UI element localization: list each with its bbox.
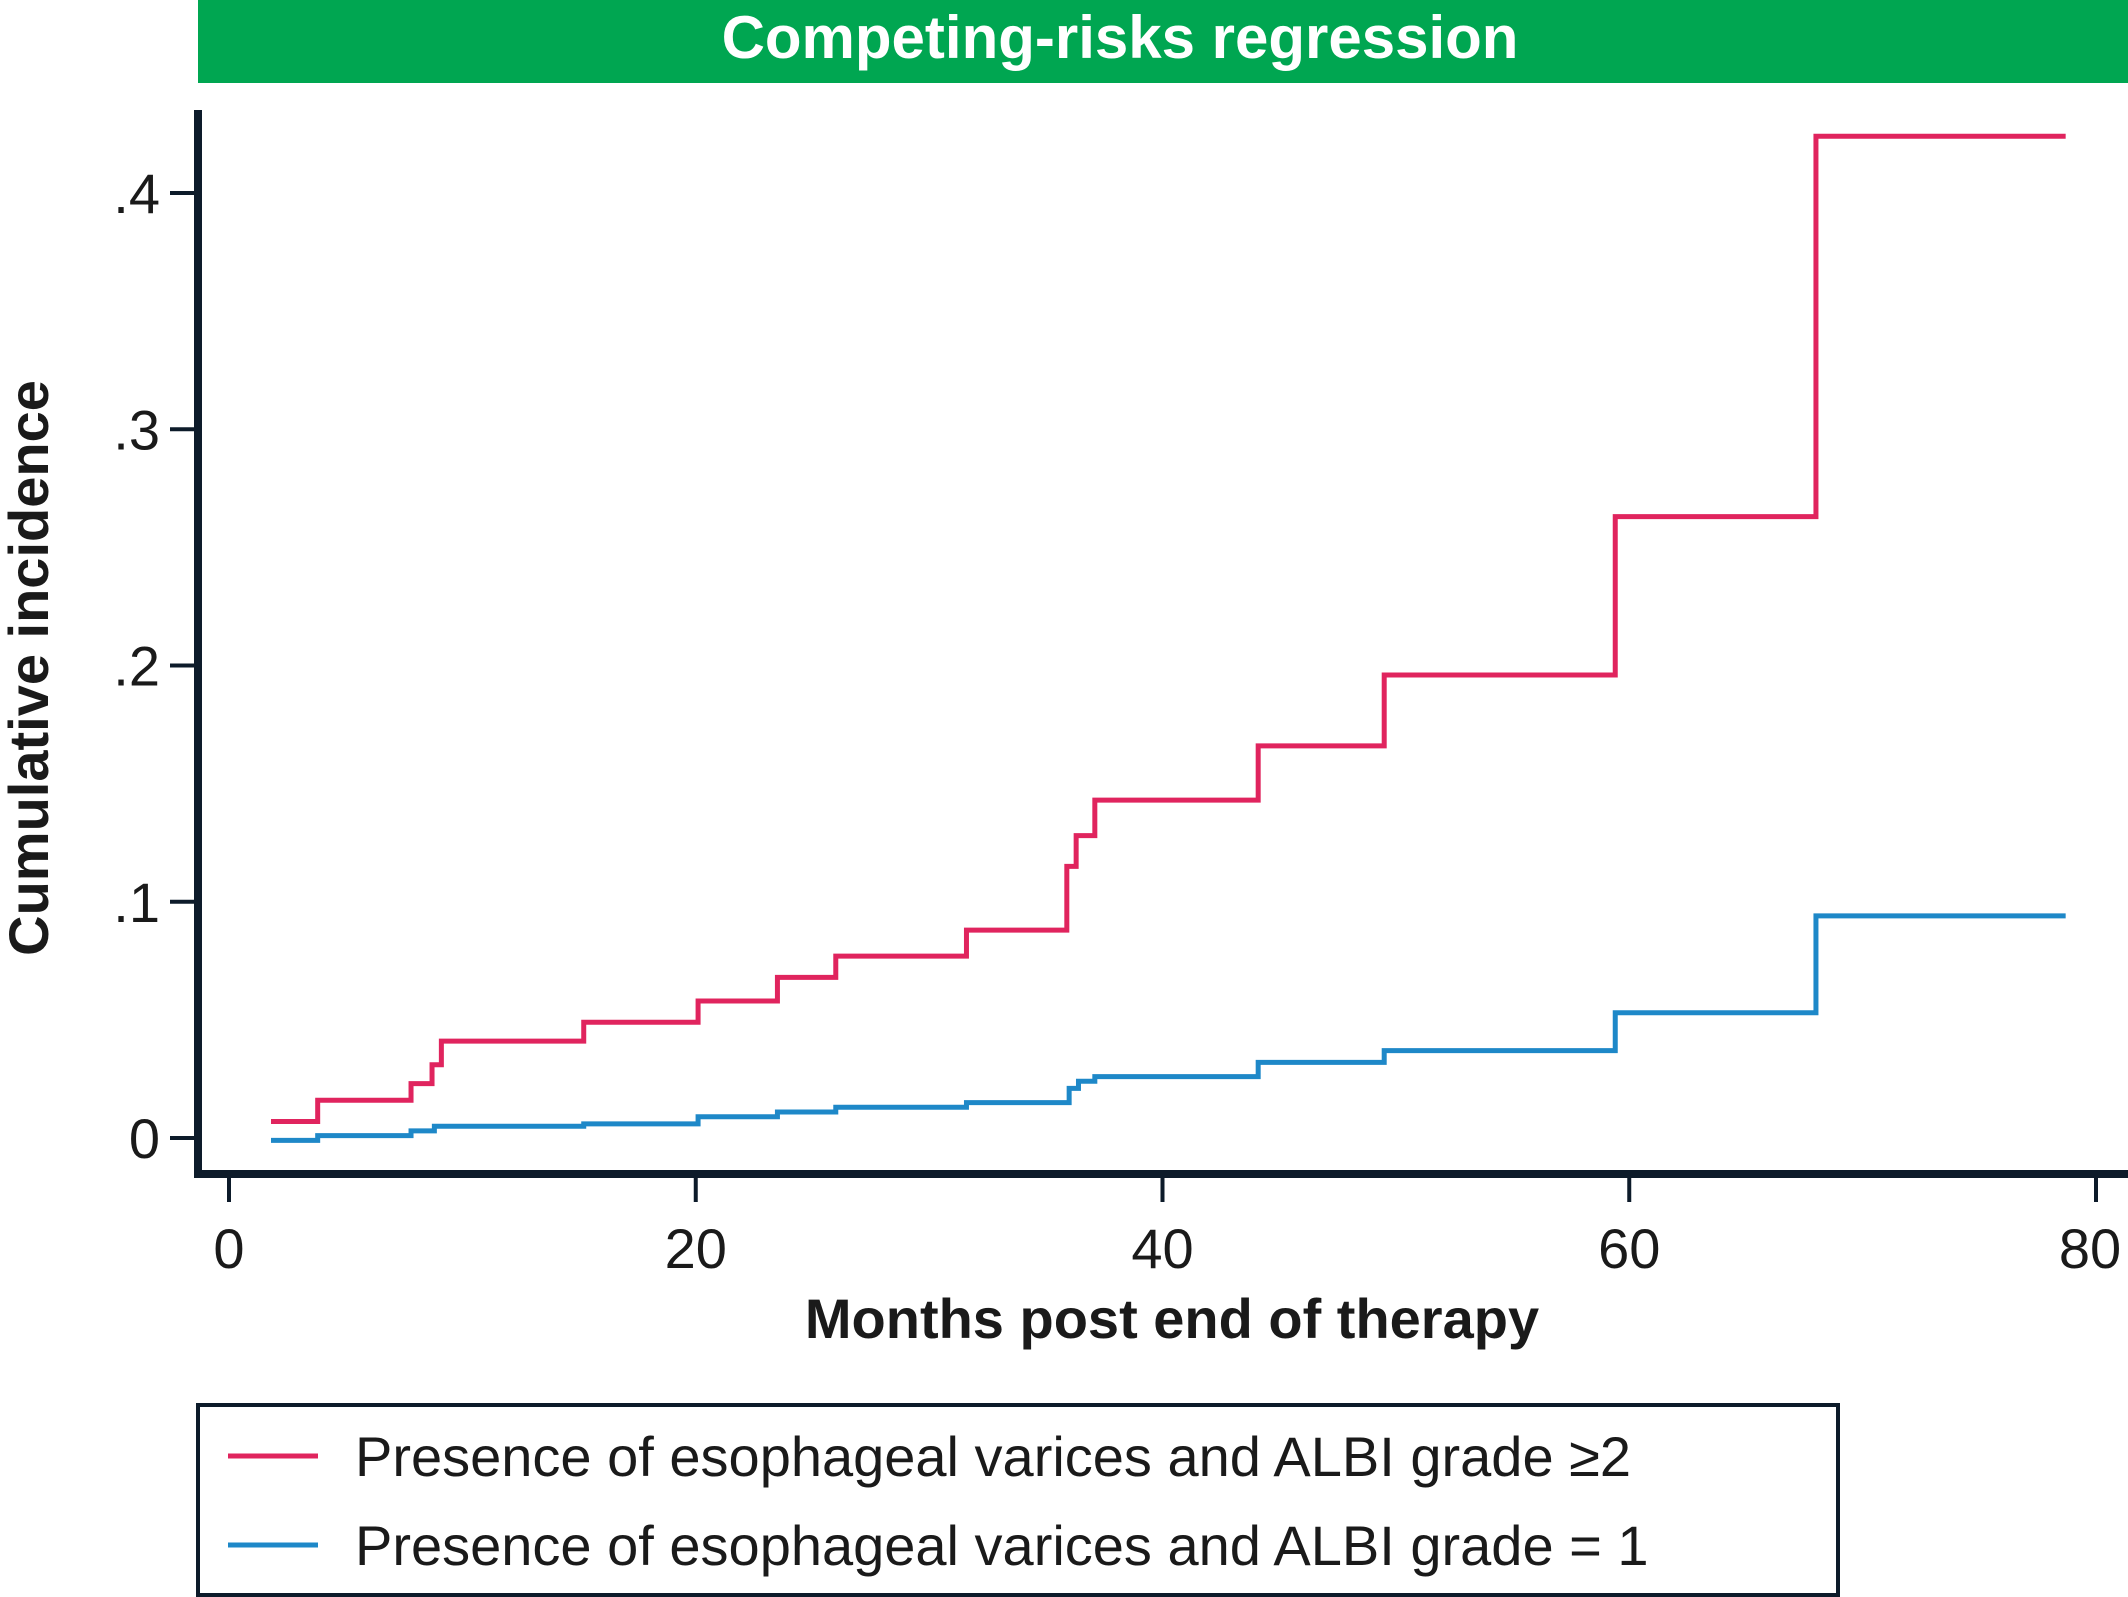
y-tick-label: .4	[113, 162, 160, 225]
y-axis-title: Cumulative incidence	[0, 380, 60, 956]
x-axis-title: Months post end of therapy	[805, 1287, 1539, 1350]
series-line-high-albi	[271, 133, 2066, 1124]
legend-label-high-albi: Presence of esophageal varices and ALBI …	[355, 1425, 1631, 1488]
x-tick-label: 0	[213, 1217, 244, 1280]
x-axis-ticks: 0 20 40 60 80	[213, 1174, 2121, 1280]
y-tick-label: 0	[129, 1107, 160, 1170]
y-axis-ticks: 0 .1 .2 .3 .4	[113, 162, 198, 1170]
x-tick-label: 80	[2059, 1217, 2121, 1280]
x-tick-label: 60	[1598, 1217, 1660, 1280]
chart-title: Competing-risks regression	[722, 4, 1519, 71]
y-tick-label: .2	[113, 635, 160, 698]
title-banner	[198, 0, 2128, 83]
y-tick-label: .3	[113, 398, 160, 461]
x-tick-label: 40	[1131, 1217, 1193, 1280]
legend-label-low-albi: Presence of esophageal varices and ALBI …	[355, 1514, 1649, 1577]
y-tick-label: .1	[113, 871, 160, 934]
x-tick-label: 20	[665, 1217, 727, 1280]
legend-box	[196, 1403, 1840, 1597]
series-line-low-albi	[271, 913, 2066, 1143]
